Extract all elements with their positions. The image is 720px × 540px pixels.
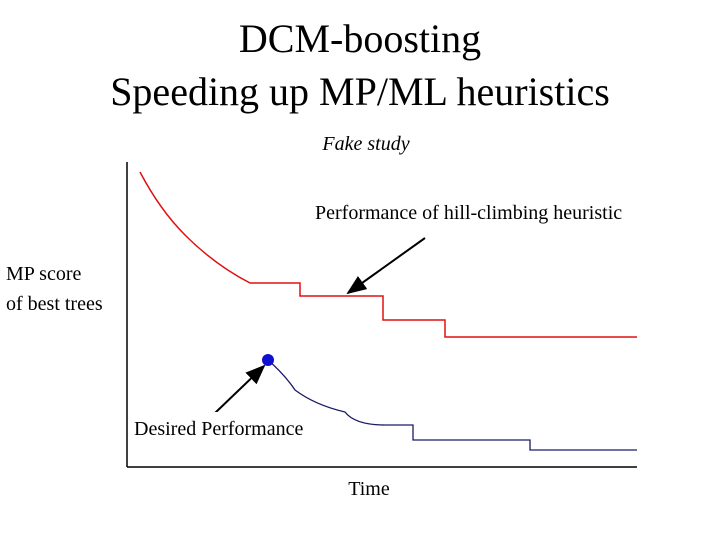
desired-curve	[267, 359, 637, 451]
arrow	[214, 364, 266, 414]
y-axis-label: of best trees	[6, 293, 103, 315]
arrow	[346, 237, 426, 295]
subtitle: Fake study	[321, 133, 409, 155]
desired-label: Desired Performance	[134, 418, 303, 440]
hill-climbing-curve	[139, 171, 637, 338]
label-background	[130, 412, 338, 442]
title-line: DCM-boosting	[239, 16, 481, 61]
x-axis-label: Time	[348, 478, 390, 500]
y-axis-label: MP score	[6, 263, 81, 285]
hill-climbing-label: Performance of hill-climbing heuristic	[315, 202, 622, 224]
desired-start-dot	[262, 354, 274, 366]
title-line: Speeding up MP/ML heuristics	[110, 69, 610, 114]
